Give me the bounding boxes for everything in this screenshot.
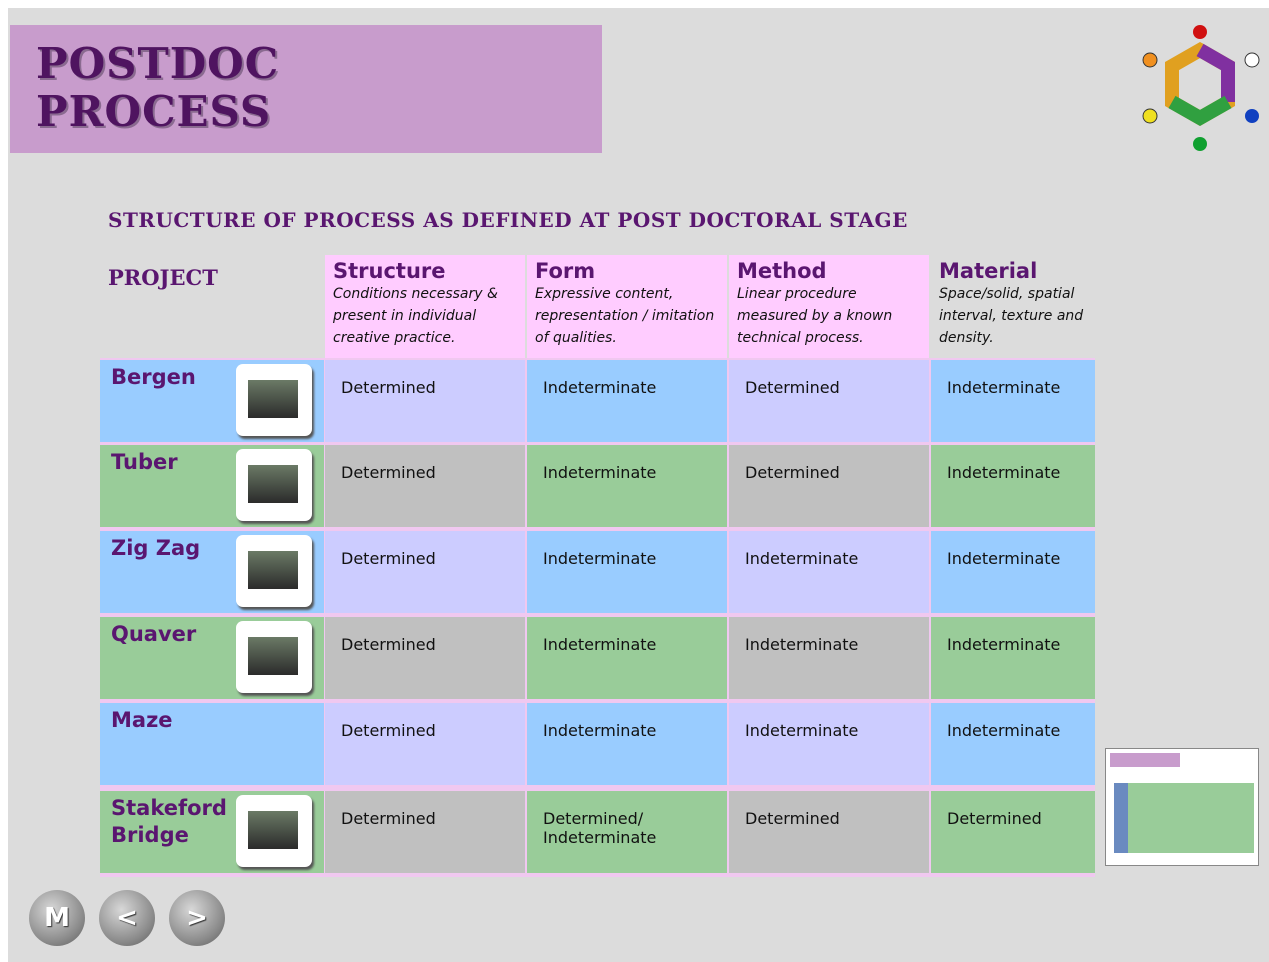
table-cell: Indeterminate — [931, 445, 1095, 527]
cell-text: Determined — [341, 809, 436, 828]
column-header: Form Expressive content, representation /… — [527, 255, 727, 358]
cell-text: Indeterminate — [543, 721, 657, 740]
cell-text: Indeterminate — [745, 635, 859, 654]
table-cell: Indeterminate — [527, 360, 727, 442]
table-cell: Indeterminate — [527, 445, 727, 527]
cell-text: Indeterminate — [947, 721, 1061, 740]
subtitle: STRUCTURE OF PROCESS AS DEFINED AT POST … — [108, 208, 908, 232]
table-cell: Indeterminate — [931, 617, 1095, 699]
table-cell: Indeterminate — [527, 703, 727, 785]
cell-text: Determined/ Indeterminate — [543, 809, 657, 847]
cell-text: Indeterminate — [543, 549, 657, 568]
photo-image — [248, 551, 298, 589]
photo-image — [248, 637, 298, 675]
column-name: Material — [939, 259, 1038, 283]
project-name: Maze — [111, 708, 173, 732]
logo-arc — [1168, 95, 1232, 127]
table-cell: Determined — [325, 703, 525, 785]
table-cell: Indeterminate — [931, 703, 1095, 785]
logo-dot — [1244, 52, 1260, 68]
logo-dot — [1142, 108, 1158, 124]
project-photo[interactable] — [236, 449, 312, 521]
logo-dot — [1142, 52, 1158, 68]
cell-text: Indeterminate — [745, 721, 859, 740]
cell-text: Indeterminate — [543, 463, 657, 482]
title-box: POSTDOC PROCESS — [10, 25, 602, 153]
logo-dot — [1193, 25, 1207, 39]
table-cell: Determined — [729, 360, 929, 442]
column-description: Space/solid, spatial interval, texture a… — [939, 286, 1084, 346]
column-header: Material Space/solid, spatial interval, t… — [931, 255, 1095, 358]
column-name: Structure — [333, 259, 446, 283]
column-header: Structure Conditions necessary & present … — [325, 255, 525, 358]
table-cell: Indeterminate — [729, 531, 929, 613]
cell-text: Determined — [745, 809, 840, 828]
slide-thumbnail[interactable] — [1105, 748, 1259, 866]
table-cell: Determined — [325, 531, 525, 613]
project-name: Stakeford Bridge — [111, 796, 227, 847]
cell-text: Determined — [341, 549, 436, 568]
nav-button[interactable]: > — [169, 890, 225, 946]
cell-text: Determined — [947, 809, 1042, 828]
cell-text: Determined — [341, 721, 436, 740]
table-cell: Determined/ Indeterminate — [527, 791, 727, 873]
table-cell: Determined — [729, 791, 929, 873]
cell-text: Indeterminate — [947, 463, 1061, 482]
nav-button[interactable]: M — [29, 890, 85, 946]
nav-button[interactable]: < — [99, 890, 155, 946]
cell-text: Determined — [745, 378, 840, 397]
cell-text: Indeterminate — [745, 549, 859, 568]
table-cell: Determined — [325, 445, 525, 527]
project-name: Tuber — [111, 450, 178, 474]
project-photo[interactable] — [236, 621, 312, 693]
table-cell: Indeterminate — [931, 360, 1095, 442]
table-cell: Determined — [729, 445, 929, 527]
title-line: PROCESS — [36, 87, 272, 136]
table-cell: Indeterminate — [527, 531, 727, 613]
cell-text: Determined — [745, 463, 840, 482]
table-cell: Determined — [325, 791, 525, 873]
slide: POSTDOC PROCESS STRUCTURE OF PROCESS AS … — [8, 8, 1269, 962]
project-name: Zig Zag — [111, 536, 201, 560]
column-description: Expressive content, representation / imi… — [535, 286, 715, 346]
project-photo[interactable] — [236, 535, 312, 607]
photo-image — [248, 811, 298, 849]
table-cell: Determined — [931, 791, 1095, 873]
project-name: Bergen — [111, 365, 196, 389]
title-line: POSTDOC — [36, 39, 280, 88]
table-cell: Indeterminate — [931, 531, 1095, 613]
project-name: Quaver — [111, 622, 197, 646]
logo-arc — [1196, 43, 1235, 102]
column-description: Conditions necessary & present in indivi… — [333, 286, 498, 346]
project-label: PROJECT — [108, 265, 218, 290]
table-cell: Indeterminate — [729, 703, 929, 785]
cell-text: Indeterminate — [543, 378, 657, 397]
cell-text: Determined — [341, 378, 436, 397]
column-description: Linear procedure measured by a known tec… — [737, 286, 893, 346]
table-cell: Indeterminate — [729, 617, 929, 699]
logo — [1142, 25, 1260, 151]
project-cell: Maze — [100, 703, 324, 785]
cell-text: Indeterminate — [947, 378, 1061, 397]
logo-dot — [1245, 109, 1259, 123]
table-cell: Indeterminate — [527, 617, 727, 699]
cell-text: Indeterminate — [947, 549, 1061, 568]
photo-image — [248, 465, 298, 503]
logo-dot — [1193, 137, 1207, 151]
column-name: Form — [535, 259, 596, 283]
photo-image — [248, 380, 298, 418]
table-cell: Determined — [325, 617, 525, 699]
cell-text: Determined — [341, 463, 436, 482]
cell-text: Indeterminate — [947, 635, 1061, 654]
cell-text: Determined — [341, 635, 436, 654]
column-name: Method — [737, 259, 827, 283]
project-photo[interactable] — [236, 795, 312, 867]
cell-text: Indeterminate — [543, 635, 657, 654]
column-header: Method Linear procedure measured by a kno… — [729, 255, 929, 358]
table-cell: Determined — [325, 360, 525, 442]
project-photo[interactable] — [236, 364, 312, 436]
